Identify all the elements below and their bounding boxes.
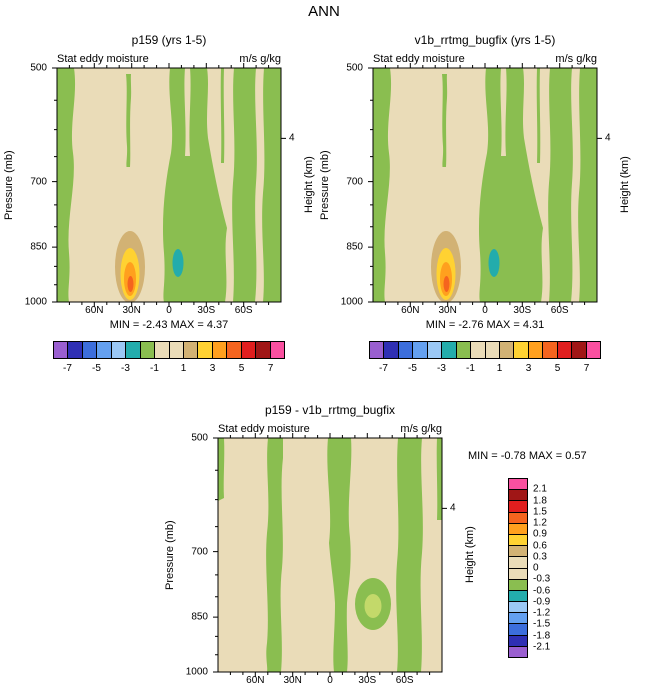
min-max-stats: MIN = -2.76 MAX = 4.31	[425, 319, 545, 331]
panel-difference: p159 - v1b_rrtmg_bugfix Stat eddy moistu…	[161, 398, 491, 693]
pressure-tick-labels: 500 700 850 1000	[330, 63, 368, 308]
pressure-tick-labels: 500 700 850 1000	[14, 63, 52, 308]
contour-plot-v1b	[367, 62, 603, 308]
colorbar	[53, 341, 285, 359]
panel-title: p159 - v1b_rrtmg_bugfix	[264, 403, 396, 417]
colorbar	[369, 341, 601, 359]
pressure-tick: 850	[346, 241, 363, 253]
pressure-tick: 850	[30, 241, 47, 253]
pressure-tick: 850	[191, 611, 208, 623]
units-label: m/s g/kg	[239, 53, 281, 65]
panel-p159: p159 (yrs 1-5) Stat eddy moisture m/s g/…	[0, 28, 330, 400]
panel-subheader: Stat eddy moisture m/s g/kg	[373, 53, 597, 65]
units-label: m/s g/kg	[555, 53, 597, 65]
height-tick-label: 4	[289, 132, 295, 144]
panel-subheader: Stat eddy moisture m/s g/kg	[218, 423, 442, 435]
pressure-tick: 500	[346, 62, 363, 74]
latitude-tick-labels: 60N 30N 0 30S 60S	[401, 305, 569, 316]
diff-min-max-stats: MIN = -0.78 MAX = 0.57	[468, 450, 587, 462]
field-label: Stat eddy moisture	[57, 53, 149, 65]
pressure-tick: 700	[346, 176, 363, 188]
pressure-tick-labels: 500 700 850 1000	[175, 433, 213, 678]
field-label: Stat eddy moisture	[373, 53, 465, 65]
min-max-stats: MIN = -2.43 MAX = 4.37	[109, 319, 229, 331]
latitude-tick-labels: 60N 30N 0 30S 60S	[246, 675, 414, 686]
pressure-tick: 1000	[340, 296, 363, 308]
field-label: Stat eddy moisture	[218, 423, 310, 435]
contour-plot-difference	[212, 432, 448, 678]
panel-v1b-rrtmg-bugfix: v1b_rrtmg_bugfix (yrs 1-5) Stat eddy moi…	[316, 28, 646, 400]
pressure-tick: 700	[30, 176, 47, 188]
panel-title: v1b_rrtmg_bugfix (yrs 1-5)	[414, 33, 556, 47]
pressure-tick: 700	[191, 546, 208, 558]
height-axis-label: Height (km)	[303, 156, 315, 214]
diff-colorbar-tick-labels: 2.1 1.8 1.5 1.2 0.9 0.6 0.3 0 -0.3 -0.6 -0.9 -1.2 -1…	[533, 483, 551, 653]
pressure-tick: 500	[191, 432, 208, 444]
pressure-tick: 1000	[24, 296, 47, 308]
pressure-tick: 500	[30, 62, 47, 74]
colorbar-tick-labels: -7 -5 -3 -1 1 3 5 7	[379, 363, 590, 374]
page-title: ANN	[308, 3, 340, 20]
panel-title: p159 (yrs 1-5)	[131, 33, 207, 47]
height-tick-label: 4	[450, 502, 456, 514]
contour-plot-p159	[51, 62, 287, 308]
units-label: m/s g/kg	[400, 423, 442, 435]
pressure-tick: 1000	[185, 666, 208, 678]
colorbar-tick-labels: -7 -5 -3 -1 1 3 5 7	[63, 363, 274, 374]
diff-colorbar	[508, 478, 528, 658]
latitude-tick-labels: 60N 30N 0 30S 60S	[85, 305, 253, 316]
panel-subheader: Stat eddy moisture m/s g/kg	[57, 53, 281, 65]
height-axis-label: Height (km)	[619, 156, 631, 214]
height-axis-label: Height (km)	[464, 526, 476, 584]
height-tick-label: 4	[605, 132, 611, 144]
